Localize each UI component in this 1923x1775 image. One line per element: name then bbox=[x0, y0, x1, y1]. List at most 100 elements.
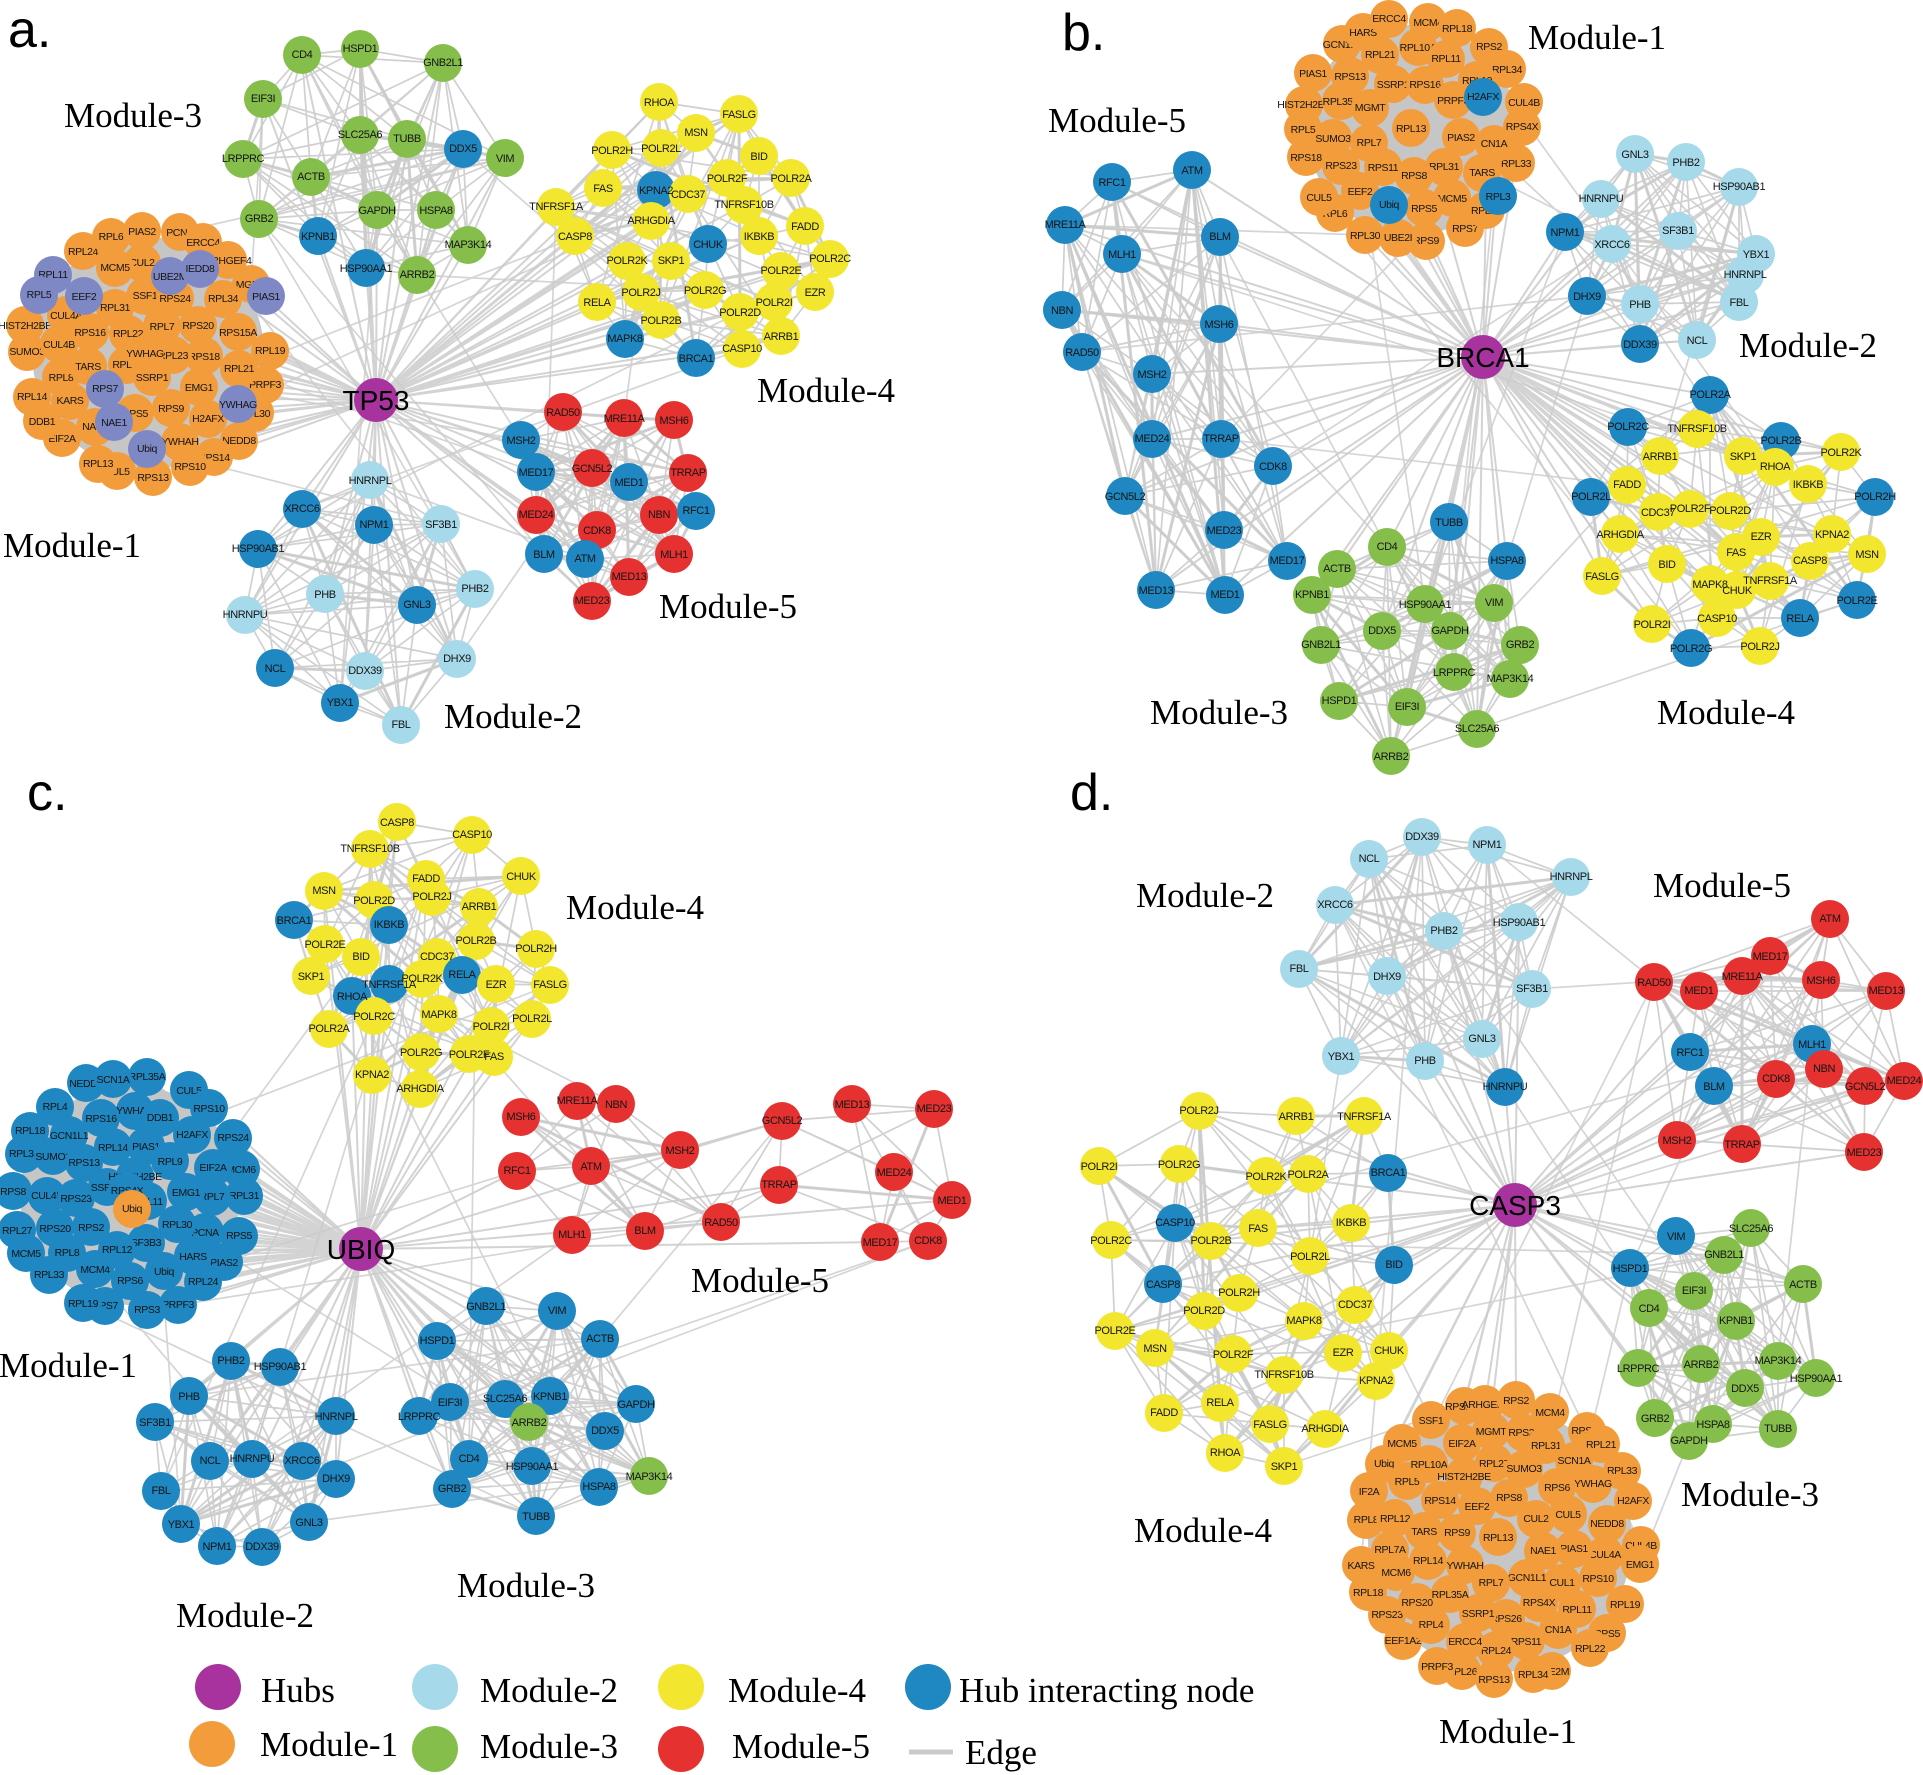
svg-text:RPL30: RPL30 bbox=[1350, 230, 1381, 242]
svg-text:POLR2B: POLR2B bbox=[640, 315, 681, 327]
svg-text:CASP3: CASP3 bbox=[1469, 1190, 1561, 1221]
svg-text:XRCC6: XRCC6 bbox=[284, 1455, 320, 1467]
svg-text:ARRB1: ARRB1 bbox=[1279, 1111, 1314, 1123]
svg-text:EMG1: EMG1 bbox=[172, 1187, 201, 1199]
svg-text:BLM: BLM bbox=[533, 549, 555, 561]
svg-text:TNFRSF1A: TNFRSF1A bbox=[529, 201, 584, 213]
svg-text:Module-4: Module-4 bbox=[1134, 1511, 1272, 1550]
svg-text:HNRNPU: HNRNPU bbox=[1483, 1081, 1528, 1093]
svg-text:Edge: Edge bbox=[965, 1733, 1037, 1772]
svg-text:MED23: MED23 bbox=[917, 1103, 952, 1115]
svg-text:EZR: EZR bbox=[1751, 531, 1772, 543]
svg-text:CASP10: CASP10 bbox=[722, 343, 762, 355]
svg-text:IKBKB: IKBKB bbox=[1793, 479, 1823, 491]
svg-text:PHB: PHB bbox=[178, 1391, 199, 1403]
svg-text:Module-2: Module-2 bbox=[1136, 876, 1274, 915]
svg-text:CHUK: CHUK bbox=[1722, 585, 1753, 597]
svg-text:PHB: PHB bbox=[1629, 299, 1650, 311]
svg-text:HNRNPL: HNRNPL bbox=[315, 1411, 358, 1423]
svg-text:KPNA2: KPNA2 bbox=[355, 1069, 389, 1081]
svg-text:GAPDH: GAPDH bbox=[617, 1399, 655, 1411]
svg-text:BRCA1: BRCA1 bbox=[679, 353, 714, 365]
svg-text:MCM5: MCM5 bbox=[11, 1248, 41, 1260]
svg-text:CD4: CD4 bbox=[459, 1453, 480, 1465]
svg-text:Module-4: Module-4 bbox=[1657, 693, 1795, 732]
svg-text:KPNA2: KPNA2 bbox=[639, 185, 673, 197]
svg-text:POLR2I: POLR2I bbox=[756, 297, 793, 309]
svg-text:HSP90AB1: HSP90AB1 bbox=[1493, 917, 1546, 929]
svg-text:SSRP1: SSRP1 bbox=[1462, 1608, 1495, 1620]
svg-text:POLR2G: POLR2G bbox=[1158, 1159, 1200, 1171]
svg-text:POLR2H: POLR2H bbox=[591, 145, 633, 157]
svg-text:ACTB: ACTB bbox=[1789, 1279, 1817, 1291]
svg-text:NPM1: NPM1 bbox=[1473, 839, 1502, 851]
svg-text:ARRB2: ARRB2 bbox=[1684, 1359, 1719, 1371]
svg-text:CN1A: CN1A bbox=[1545, 1624, 1572, 1636]
svg-text:RHOA: RHOA bbox=[644, 97, 675, 109]
svg-text:EMG1: EMG1 bbox=[185, 382, 214, 394]
svg-text:H2AFX: H2AFX bbox=[192, 413, 224, 425]
svg-text:TNFRSF10B: TNFRSF10B bbox=[1667, 423, 1726, 435]
svg-text:POLR2I: POLR2I bbox=[1634, 619, 1671, 631]
svg-text:RPS7: RPS7 bbox=[1452, 223, 1478, 235]
svg-text:RELA: RELA bbox=[583, 297, 611, 309]
svg-text:RPL33: RPL33 bbox=[1607, 1465, 1638, 1477]
svg-text:RPS24: RPS24 bbox=[217, 1132, 249, 1144]
svg-text:MCM6: MCM6 bbox=[1381, 1567, 1411, 1579]
svg-text:Module-2: Module-2 bbox=[480, 1671, 618, 1710]
svg-text:PHB2: PHB2 bbox=[461, 583, 488, 595]
svg-text:RPS23: RPS23 bbox=[60, 1193, 92, 1205]
svg-text:EIF3I: EIF3I bbox=[1395, 701, 1420, 713]
svg-text:SSRP1: SSRP1 bbox=[136, 372, 169, 384]
svg-text:Module-3: Module-3 bbox=[1681, 1475, 1819, 1514]
svg-text:GAPDH: GAPDH bbox=[1670, 1435, 1708, 1447]
svg-text:UBE2I: UBE2I bbox=[1384, 232, 1412, 244]
svg-text:MLH1: MLH1 bbox=[1108, 249, 1136, 261]
svg-text:ARHGDIA: ARHGDIA bbox=[627, 215, 675, 227]
svg-text:IEDD8: IEDD8 bbox=[186, 263, 215, 275]
svg-text:HARS: HARS bbox=[1349, 27, 1377, 39]
svg-text:RPS6: RPS6 bbox=[117, 1275, 143, 1287]
svg-text:HSP90AA1: HSP90AA1 bbox=[1790, 1373, 1843, 1385]
svg-text:CUL4B: CUL4B bbox=[1508, 97, 1540, 109]
svg-text:CHUK: CHUK bbox=[693, 239, 724, 251]
svg-text:HSPD1: HSPD1 bbox=[1613, 1263, 1648, 1275]
svg-text:RPS16: RPS16 bbox=[74, 327, 106, 339]
svg-text:TNFRSF1A: TNFRSF1A bbox=[362, 979, 417, 991]
svg-text:RPL8: RPL8 bbox=[55, 1247, 80, 1259]
svg-text:MSN: MSN bbox=[1143, 1343, 1167, 1355]
svg-text:KPNA2: KPNA2 bbox=[1359, 1375, 1393, 1387]
svg-text:POLR2L: POLR2L bbox=[1571, 491, 1611, 503]
svg-text:SF3B1: SF3B1 bbox=[1662, 225, 1694, 237]
svg-text:GRB2: GRB2 bbox=[438, 1483, 467, 1495]
svg-text:TUBB: TUBB bbox=[393, 133, 421, 145]
svg-text:SF3B1: SF3B1 bbox=[1516, 983, 1548, 995]
svg-text:NCL: NCL bbox=[1687, 335, 1708, 347]
svg-text:FADD: FADD bbox=[412, 873, 440, 885]
svg-text:POLR2B: POLR2B bbox=[1190, 1235, 1231, 1247]
svg-text:GRB2: GRB2 bbox=[1641, 1413, 1670, 1425]
svg-text:RPL12: RPL12 bbox=[1380, 1513, 1411, 1525]
svg-text:DDX5: DDX5 bbox=[591, 1425, 619, 1437]
svg-text:RPL30: RPL30 bbox=[162, 1219, 193, 1231]
svg-text:RPS9: RPS9 bbox=[158, 403, 184, 415]
svg-text:MED17: MED17 bbox=[1753, 951, 1788, 963]
svg-text:CUL4B: CUL4B bbox=[31, 1190, 63, 1202]
svg-text:FADD: FADD bbox=[1150, 1407, 1178, 1419]
svg-text:PHB2: PHB2 bbox=[217, 1355, 244, 1367]
svg-text:NAE1: NAE1 bbox=[101, 417, 127, 429]
svg-text:NBN: NBN bbox=[1813, 1063, 1835, 1075]
svg-text:KPNB1: KPNB1 bbox=[1719, 1315, 1753, 1327]
svg-text:YBX1: YBX1 bbox=[168, 1519, 195, 1531]
svg-text:DDX39: DDX39 bbox=[1623, 339, 1657, 351]
svg-text:RPS13: RPS13 bbox=[1334, 71, 1366, 83]
svg-text:RPL7: RPL7 bbox=[150, 321, 175, 333]
svg-text:POLR2H: POLR2H bbox=[1218, 1287, 1260, 1299]
svg-text:PIAS1: PIAS1 bbox=[1299, 68, 1327, 80]
svg-text:RPL13: RPL13 bbox=[83, 458, 114, 470]
svg-text:HSPA8: HSPA8 bbox=[419, 205, 453, 217]
svg-text:ARRB2: ARRB2 bbox=[400, 269, 435, 281]
svg-text:GNL3: GNL3 bbox=[1468, 1033, 1495, 1045]
svg-text:FAS: FAS bbox=[1248, 1223, 1268, 1235]
svg-text:SLC25A6: SLC25A6 bbox=[1455, 723, 1500, 735]
